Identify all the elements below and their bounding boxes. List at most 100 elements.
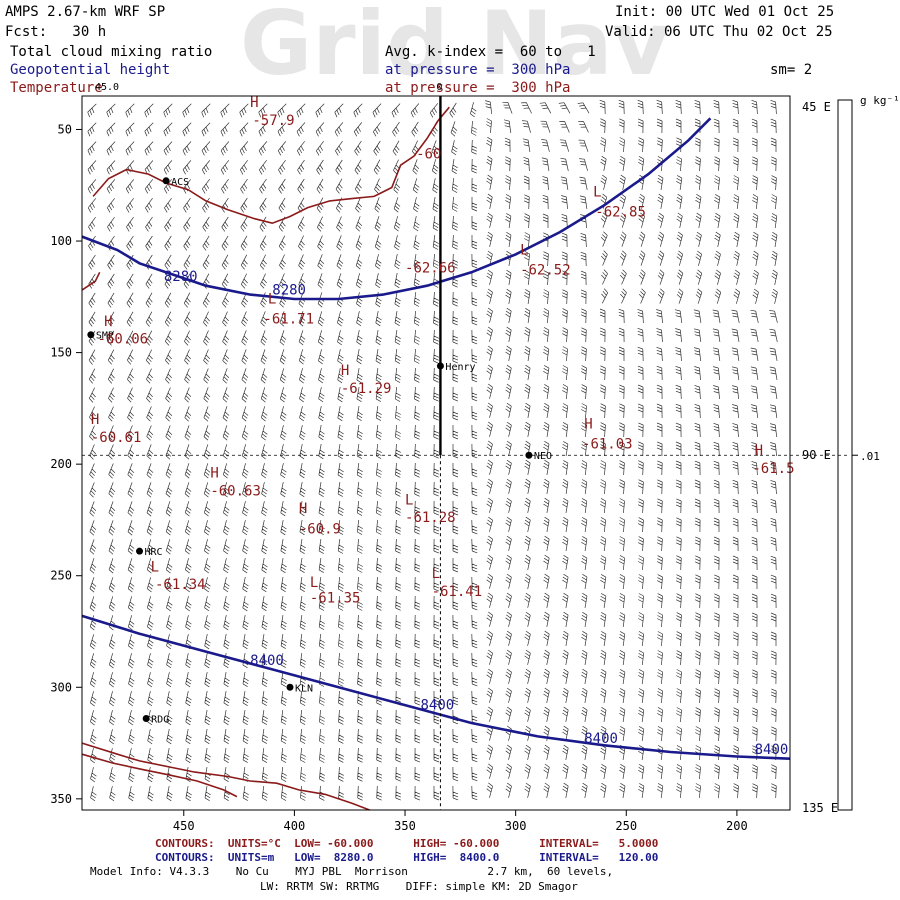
temperature-label-13: -61.29: [341, 381, 392, 397]
temperature-label-6: -62.52: [520, 263, 571, 279]
top-mark-cross: 0: [436, 82, 442, 93]
contour-labels: 8280 8280 8400 8400 8400 8400 H -57.9 -60 L -62.85…: [91, 82, 795, 758]
temperature-label-11: -60.06: [97, 332, 148, 348]
temperature-label-22: L: [405, 492, 413, 508]
pressure-temperature: at pressure = 300 hPa: [385, 80, 571, 96]
footer-physics: LW: RRTM SW: RRTMG DIFF: simple KM: 2D S…: [260, 880, 578, 893]
temperature-contours: [81, 106, 450, 811]
pressure-height: at pressure = 300 hPa: [385, 62, 571, 78]
station-label-HRC: HRC: [145, 547, 163, 558]
temperature-label-2: -60: [416, 146, 441, 162]
station-marker-ACS: [162, 177, 170, 185]
height-label-3: 8400: [421, 698, 455, 714]
temperature-label-8: L: [268, 292, 276, 308]
station-label-Henry: Henry: [445, 362, 475, 373]
height-contour-8280-0: [81, 117, 712, 301]
height-label-1: 8280: [272, 283, 306, 299]
footer-model-info: Model Info: V4.3.3 No Cu MYJ PBL Morriso…: [90, 865, 614, 878]
x-tick-label-350: 350: [394, 819, 416, 833]
station-label-ACS: ACS: [171, 177, 189, 188]
field-cloud: Total cloud mixing ratio: [10, 44, 213, 60]
y-tick-label-300: 300: [50, 680, 72, 694]
temperature-label-26: L: [151, 559, 159, 575]
colorbar-unit: g kg⁻¹: [860, 94, 900, 107]
temperature-label-27: -61.34: [155, 577, 206, 593]
temperature-contour-2: [81, 742, 370, 811]
temperature-label-5: L: [520, 242, 528, 258]
temperature-label-15: -60.61: [91, 430, 142, 446]
temperature-label-28: L: [310, 575, 318, 591]
avg-kindex: Avg. k-index = 60 to 1: [385, 44, 596, 60]
x-tick-label-400: 400: [284, 819, 306, 833]
footer-temp-contours: CONTOURS: UNITS=°C LOW= -60.000 HIGH= -6…: [155, 837, 659, 850]
station-label-NEO: NEO: [534, 451, 552, 462]
right-tick-label-0: 45 E: [802, 100, 831, 114]
temperature-contour-0: [81, 271, 101, 291]
chart-axes: 450 400 350 300 250 200 50 100 150 200 250 300 350 45…: [50, 95, 858, 833]
station-marker-NEO: [525, 451, 533, 459]
temperature-label-25: -60.9: [299, 521, 341, 537]
init-time: Init: 00 UTC Wed 01 Oct 25: [615, 4, 835, 20]
station-marker-KLN: [286, 683, 294, 691]
temperature-label-7: -62.66: [405, 260, 456, 276]
model-title: AMPS 2.67-km WRF SP: [5, 4, 166, 20]
right-tick-label-1: 90 E: [802, 448, 831, 462]
temperature-label-20: H: [210, 466, 218, 482]
temperature-label-9: -61.71: [263, 312, 314, 328]
station-marker-HRC: [136, 547, 144, 555]
y-tick-label-50: 50: [58, 122, 72, 136]
height-contour-8400-1: [81, 614, 791, 760]
temperature-label-30: L: [432, 566, 440, 582]
temperature-label-14: H: [91, 412, 99, 428]
field-temperature: Temperature: [10, 80, 103, 96]
chart-overlay: ACS SMP Henry NEO HRC KLN RDG: [82, 96, 850, 810]
station-label-SMP: SMP: [96, 331, 114, 342]
right-tick-label-2: 135 E: [802, 801, 838, 815]
y-tick-label-200: 200: [50, 457, 72, 471]
footer-height-contours: CONTOURS: UNITS=m LOW= 8280.0 HIGH= 8400…: [155, 851, 659, 864]
colorbar-tick: .01: [860, 450, 880, 463]
field-height: Geopotential height: [10, 62, 171, 78]
height-label-4: 8400: [584, 731, 618, 747]
temperature-label-17: -61.03: [582, 437, 633, 453]
wind-barbs: [87, 99, 778, 802]
x-tick-label-250: 250: [615, 819, 637, 833]
temperature-label-23: -61.28: [405, 510, 456, 526]
height-contours: [81, 117, 791, 760]
x-tick-label-450: 450: [173, 819, 195, 833]
wind-barb-field: [87, 99, 778, 802]
temperature-label-21: -60.63: [210, 483, 261, 499]
height-label-5: 8400: [755, 742, 789, 758]
station-marker-RDG: [142, 715, 150, 723]
temperature-label-1: -57.9: [252, 113, 294, 129]
height-label-2: 8400: [250, 653, 284, 669]
forecast-hour: Fcst: 30 h: [5, 24, 107, 40]
temperature-contour-1: [92, 106, 450, 225]
temperature-label-0: H: [250, 95, 258, 111]
height-label-0: 8280: [164, 269, 198, 285]
temperature-label-18: H: [755, 443, 763, 459]
station-marker-Henry: [436, 362, 444, 370]
temperature-label-4: -62.85: [595, 204, 646, 220]
plot-frame: [81, 95, 791, 811]
y-tick-label-100: 100: [50, 234, 72, 248]
station-label-RDG: RDG: [151, 715, 169, 726]
y-tick-label-350: 350: [50, 792, 72, 806]
temperature-label-12: H: [341, 363, 349, 379]
temperature-label-24: H: [299, 501, 307, 517]
temperature-label-19: -61.5: [752, 461, 794, 477]
smoothing: sm= 2: [770, 62, 813, 78]
x-tick-label-300: 300: [505, 819, 527, 833]
temperature-label-3: L: [593, 184, 601, 200]
temperature-label-16: H: [584, 416, 592, 432]
top-mark-left: 45.0: [95, 82, 119, 93]
temperature-label-29: -61.35: [310, 590, 361, 606]
temperature-contour-3: [81, 753, 238, 798]
y-tick-label-250: 250: [50, 569, 72, 583]
x-tick-label-200: 200: [726, 819, 748, 833]
watermark: Grid Nav: [240, 0, 670, 95]
y-tick-label-150: 150: [50, 346, 72, 360]
temperature-label-31: -61.41: [432, 584, 483, 600]
temperature-label-10: H: [104, 314, 112, 330]
